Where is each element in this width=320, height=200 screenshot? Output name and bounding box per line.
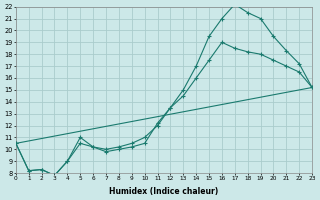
X-axis label: Humidex (Indice chaleur): Humidex (Indice chaleur) [109, 187, 219, 196]
